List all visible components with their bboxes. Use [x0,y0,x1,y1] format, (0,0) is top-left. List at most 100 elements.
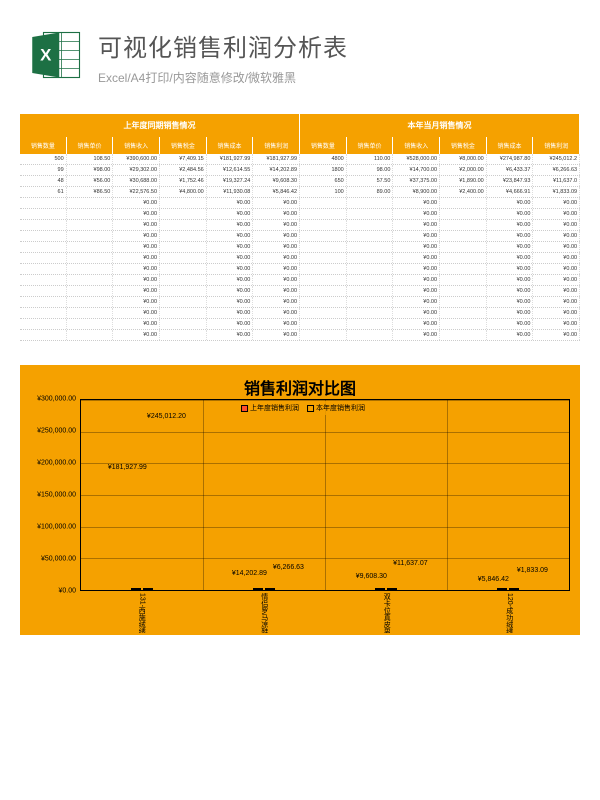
table-cell: ¥0.00 [207,308,254,318]
bar-curr [509,588,519,590]
table-cell: ¥0.00 [113,330,160,340]
bar-prev [253,588,263,590]
table-cell [440,253,487,263]
table-cell: ¥0.00 [207,231,254,241]
table-cell [67,297,114,307]
table-cell [300,319,347,329]
table-cell: ¥0.00 [487,231,534,241]
table-row: 48¥56.00¥30,688.00¥1,752.46¥19,327.24¥9,… [20,176,580,187]
table-cell: ¥8,900.00 [393,187,440,197]
table-cell: 57.50 [347,176,394,186]
table-cell [347,319,394,329]
x-axis-label: 双卡位真皮男士钱包 [381,593,391,633]
table-cell [160,242,207,252]
table-cell: ¥9,608.30 [253,176,300,186]
y-axis-label: ¥300,000.00 [37,396,76,403]
table-row: ¥0.00¥0.00¥0.00¥0.00¥0.00¥0.00 [20,286,580,297]
table-cell [160,209,207,219]
table-cell [67,308,114,318]
bar-value-label: ¥9,608.30 [356,573,387,580]
column-header: 销售数量 [300,137,347,154]
table-cell [67,253,114,263]
table-cell: ¥181,927.99 [253,154,300,164]
table-cell [347,308,394,318]
table-cell: ¥4,800.00 [160,187,207,197]
table-row: ¥0.00¥0.00¥0.00¥0.00¥0.00¥0.00 [20,264,580,275]
bar-value-label: ¥1,833.09 [517,567,548,574]
table-cell: ¥56.00 [67,176,114,186]
table-row: ¥0.00¥0.00¥0.00¥0.00¥0.00¥0.00 [20,297,580,308]
table-cell: ¥29,302.00 [113,165,160,175]
table-cell: 48 [20,176,67,186]
table-cell [67,231,114,241]
section-header-right: 本年当月销售情况 [300,114,580,137]
table-row: ¥0.00¥0.00¥0.00¥0.00¥0.00¥0.00 [20,330,580,341]
table-cell: ¥86.50 [67,187,114,197]
table-cell: ¥0.00 [487,330,534,340]
table-cell: ¥0.00 [113,209,160,219]
x-axis-label: 120-成功绒绣圆领鞋 [504,593,514,633]
table-cell [440,330,487,340]
table-cell: ¥14,202.89 [253,165,300,175]
table-cell: ¥1,752.46 [160,176,207,186]
table-cell [20,220,67,230]
column-header: 销售单价 [67,137,114,154]
table-row: 61¥86.50¥22,576.50¥4,800.00¥11,930.08¥5,… [20,187,580,198]
table-cell: ¥0.00 [113,264,160,274]
table-cell: ¥0.00 [393,330,440,340]
table-cell: ¥0.00 [533,253,580,263]
table-cell [20,231,67,241]
y-axis-label: ¥200,000.00 [37,460,76,467]
table-cell: ¥0.00 [253,264,300,274]
table-cell [300,275,347,285]
bar-value-label: ¥11,637.07 [393,560,428,567]
table-cell [347,209,394,219]
table-cell: ¥274,987.80 [487,154,534,164]
table-cell: ¥0.00 [253,209,300,219]
table-cell: ¥0.00 [393,308,440,318]
table-cell: ¥0.00 [487,319,534,329]
table-cell: ¥0.00 [393,253,440,263]
table-cell [67,264,114,274]
table-cell: 89.00 [347,187,394,197]
table-cell: ¥0.00 [113,231,160,241]
y-axis-label: ¥150,000.00 [37,492,76,499]
table-cell: ¥0.00 [393,198,440,208]
table-cell: ¥7,409.15 [160,154,207,164]
table-row: ¥0.00¥0.00¥0.00¥0.00¥0.00¥0.00 [20,209,580,220]
table-cell: 108.50 [67,154,114,164]
table-cell: ¥0.00 [253,308,300,318]
table-cell: ¥19,327.24 [207,176,254,186]
bar-prev [131,588,141,590]
table-cell: ¥0.00 [207,209,254,219]
table-cell [20,308,67,318]
column-header: 销售单价 [347,137,394,154]
table-cell: ¥12,614.55 [207,165,254,175]
table-cell [160,220,207,230]
table-cell [20,253,67,263]
table-cell [300,264,347,274]
table-row: 99¥98.00¥29,302.00¥2,484.56¥12,614.55¥14… [20,165,580,176]
table-cell: ¥0.00 [533,319,580,329]
y-axis-label: ¥50,000.00 [41,556,76,563]
table-cell: ¥0.00 [487,220,534,230]
table-cell: ¥0.00 [253,242,300,252]
table-cell: ¥0.00 [207,198,254,208]
table-cell [160,253,207,263]
y-axis-label: ¥0.00 [58,588,76,595]
table-cell: ¥0.00 [487,198,534,208]
table-cell: ¥2,484.56 [160,165,207,175]
table-cell [347,297,394,307]
table-cell [20,275,67,285]
table-cell: ¥0.00 [207,286,254,296]
bar-value-label: ¥6,266.63 [273,564,304,571]
table-cell [67,242,114,252]
table-cell [347,330,394,340]
table-cell: ¥6,433.37 [487,165,534,175]
table-cell: ¥0.00 [487,297,534,307]
table-cell: ¥0.00 [533,297,580,307]
table-cell: ¥0.00 [113,297,160,307]
table-cell [67,319,114,329]
bar-value-label: ¥5,846.42 [478,576,509,583]
column-header: 销售利润 [253,137,300,154]
